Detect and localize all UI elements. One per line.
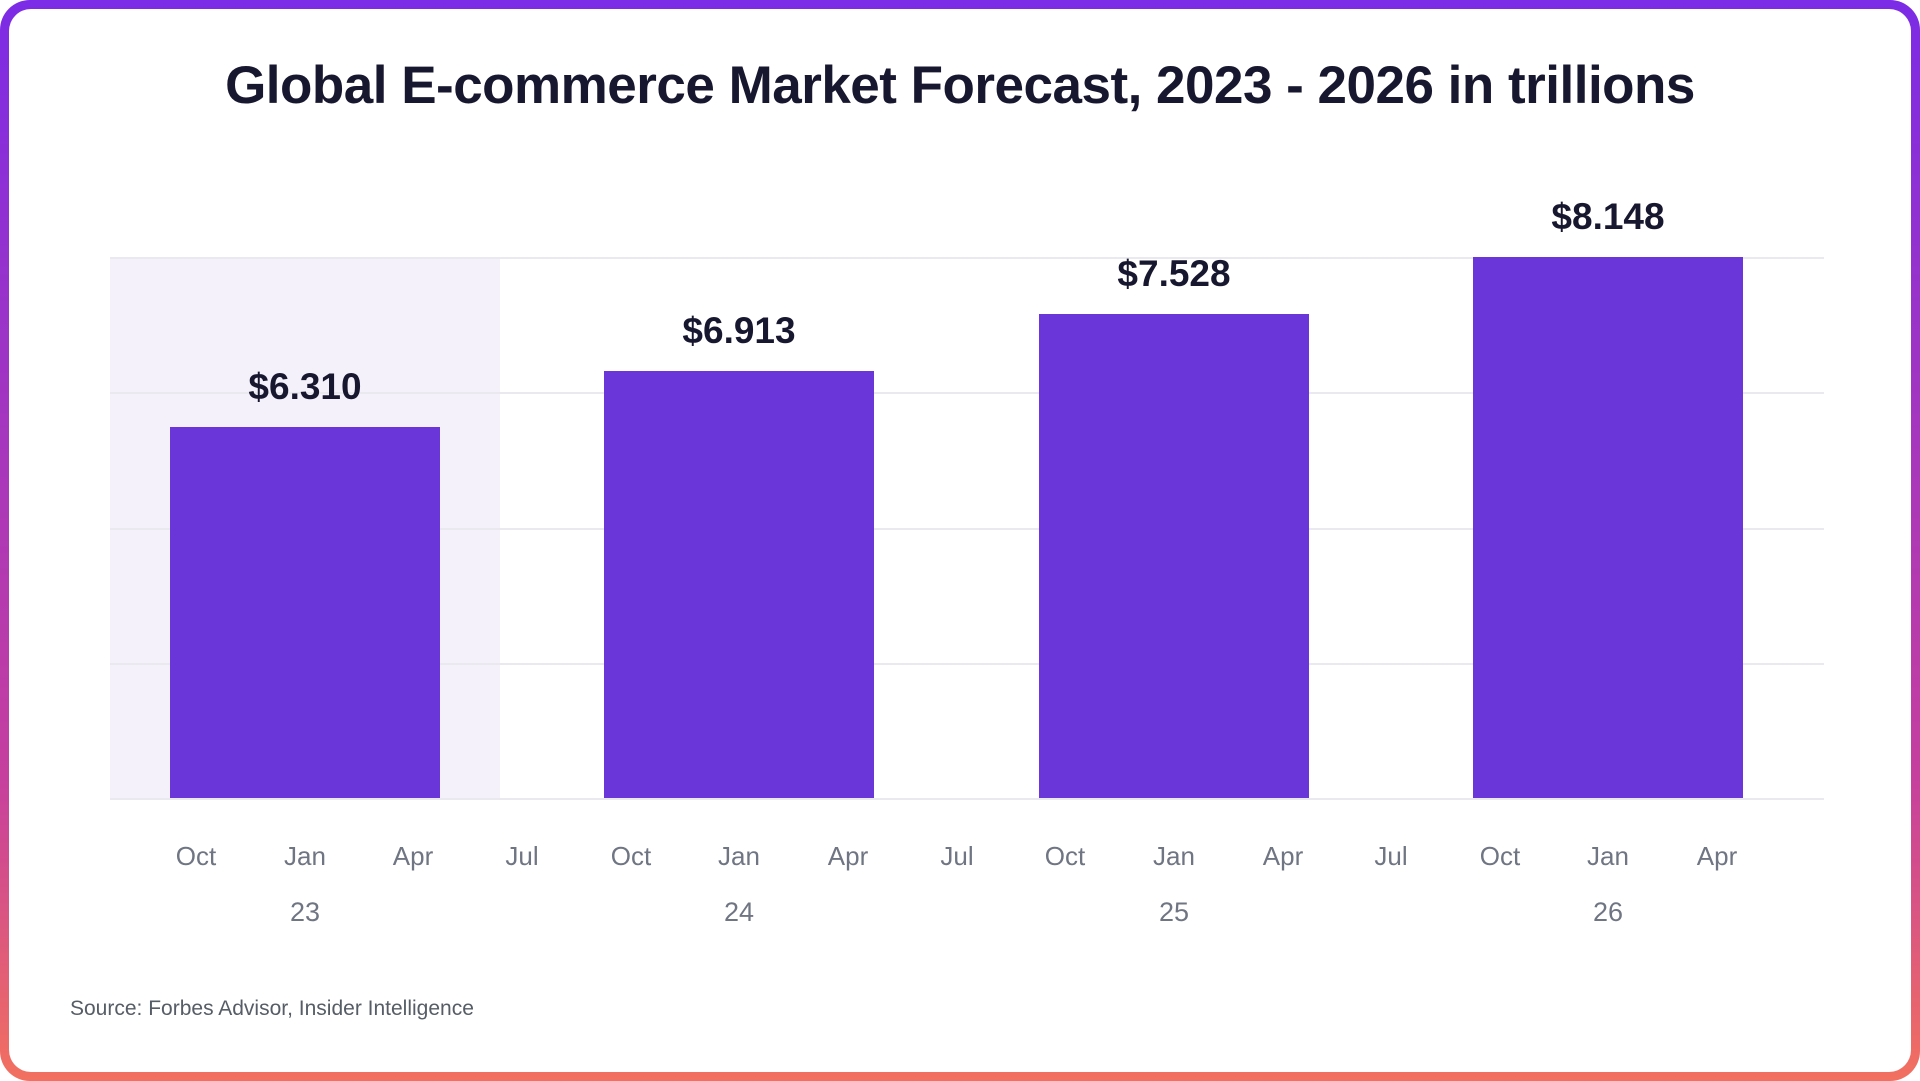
gridline <box>110 798 1824 800</box>
gridline <box>110 392 1824 394</box>
x-tick-label: Oct <box>175 841 217 871</box>
x-tick-label: Oct <box>610 841 652 871</box>
gridline <box>110 257 1824 259</box>
x-tick-label: Jan <box>1153 841 1195 871</box>
x-tick-label: Jul <box>1374 841 1408 871</box>
x-year-label: 23 <box>289 897 321 927</box>
bar-value-label: $6.913 <box>682 310 796 351</box>
gridline <box>110 528 1824 530</box>
bar-value-label: $6.310 <box>248 366 362 407</box>
x-tick-label: Jul <box>940 841 974 871</box>
x-year-label: 25 <box>1158 897 1190 927</box>
source-note: Source: Forbes Advisor, Insider Intellig… <box>70 997 474 1020</box>
bar-value-label: $8.148 <box>1551 196 1665 237</box>
gridline <box>110 663 1824 665</box>
x-tick-label: Apr <box>827 841 869 871</box>
bar-value-label: $7.528 <box>1117 253 1231 294</box>
bar-23 <box>170 427 440 798</box>
x-tick-label: Apr <box>1262 841 1304 871</box>
x-tick-label: Oct <box>1479 841 1521 871</box>
x-tick-label: Apr <box>392 841 434 871</box>
bar-25 <box>1039 314 1309 798</box>
x-tick-label: Jan <box>718 841 760 871</box>
x-year-label: 24 <box>723 897 755 927</box>
x-tick-label: Jul <box>505 841 539 871</box>
bar-26 <box>1473 257 1743 798</box>
x-tick-label: Apr <box>1696 841 1738 871</box>
chart-title: Global E-commerce Market Forecast, 2023 … <box>225 56 1695 115</box>
x-year-label: 26 <box>1592 897 1624 927</box>
chart-card-inner: Global E-commerce Market Forecast, 2023 … <box>9 9 1911 1072</box>
x-tick-label: Oct <box>1044 841 1086 871</box>
bar-24 <box>604 371 874 798</box>
x-tick-label: Jan <box>1587 841 1629 871</box>
x-tick-label: Jan <box>284 841 326 871</box>
